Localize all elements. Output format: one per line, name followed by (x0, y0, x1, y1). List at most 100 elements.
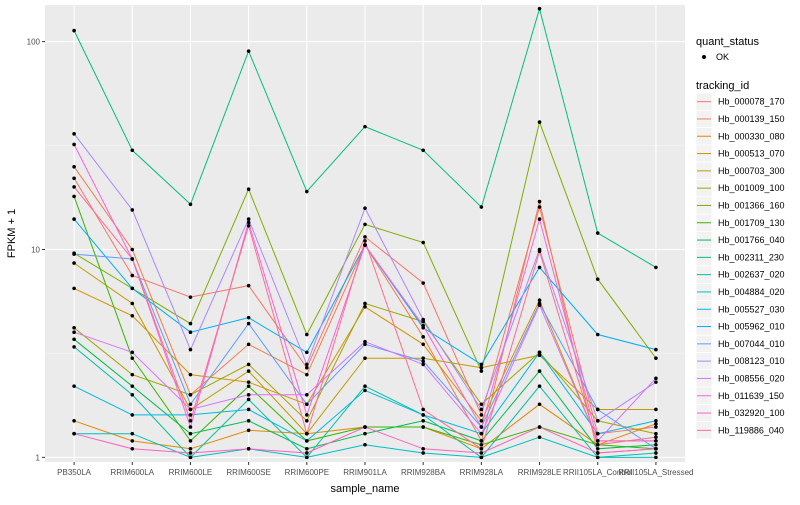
legend-label: Hb_000078_170 (718, 97, 785, 107)
data-point (246, 315, 251, 320)
data-point (654, 455, 658, 460)
data-point (188, 446, 193, 451)
data-point (246, 380, 251, 384)
data-point (72, 326, 76, 330)
x-tick-label: PB350LA (57, 468, 91, 477)
legend-label: Hb_000139_150 (718, 114, 785, 124)
data-point (188, 392, 193, 397)
data-point (72, 176, 76, 181)
x-tick-label: RRIM600SE (226, 468, 270, 477)
data-point (537, 199, 542, 204)
data-point (246, 362, 251, 367)
legend-label: Hb_005962_010 (718, 322, 785, 332)
data-point (188, 431, 193, 436)
data-point (246, 428, 251, 433)
data-point (130, 208, 135, 212)
data-point (654, 425, 658, 429)
data-point (595, 277, 600, 281)
data-point (72, 28, 76, 33)
legend-label: Hb_002311_230 (718, 252, 784, 262)
legend-label: Hb_001709_130 (718, 218, 785, 228)
legend-label: Hb_008556_020 (718, 373, 785, 383)
data-point (246, 220, 251, 225)
data-point (246, 224, 251, 228)
data-point (537, 6, 542, 11)
data-point (479, 369, 484, 373)
data-point (537, 303, 542, 307)
data-point (654, 376, 658, 381)
data-point (421, 342, 425, 347)
data-point (537, 435, 542, 440)
legend-title-tracking-id: tracking_id (696, 80, 749, 92)
data-point (537, 402, 542, 407)
data-point (246, 418, 251, 423)
data-point (479, 407, 484, 412)
data-point (188, 321, 193, 326)
data-point (72, 185, 76, 189)
data-point (188, 418, 193, 423)
data-point (188, 425, 193, 429)
data-point (595, 451, 600, 455)
legend-key-point-icon (702, 55, 706, 59)
legend-label: Hb_032920_100 (718, 408, 785, 418)
x-tick-label: RRIM600LE (169, 468, 213, 477)
data-point (654, 435, 658, 440)
x-tick-label: RRIM928LA (460, 468, 504, 477)
data-point (421, 356, 425, 360)
data-point (654, 380, 658, 384)
legend-label: Hb_008123_010 (718, 356, 785, 366)
data-point (246, 283, 251, 288)
data-point (305, 446, 309, 451)
data-point (305, 431, 309, 436)
legend-label: Hb_002637_020 (718, 270, 785, 280)
data-point (654, 446, 658, 451)
legend-label: Hb_001766_040 (718, 235, 785, 245)
data-point (421, 323, 425, 328)
data-point (130, 273, 135, 278)
data-point (654, 356, 658, 360)
data-point (130, 384, 135, 388)
data-point (595, 407, 600, 412)
data-point (130, 350, 135, 355)
data-point (188, 347, 193, 352)
data-point (479, 446, 484, 451)
data-point (537, 350, 542, 355)
data-point (363, 342, 367, 347)
data-point (246, 397, 251, 402)
data-point (72, 164, 76, 169)
data-point (130, 257, 135, 261)
legend-items: Hb_000078_170 Hb_000139_150 Hb_000330_080 H… (695, 92, 785, 440)
data-point (421, 413, 425, 417)
data-point (654, 347, 658, 352)
legend-label: Hb_001009_100 (718, 183, 785, 193)
data-point (130, 446, 135, 451)
y-tick-label: 100 (27, 38, 41, 47)
data-point (537, 120, 542, 124)
data-point (363, 442, 367, 447)
data-point (363, 222, 367, 227)
data-point (72, 431, 76, 436)
data-point (72, 132, 76, 136)
data-point (305, 189, 309, 194)
data-point (72, 345, 76, 349)
data-point (479, 205, 484, 209)
data-point (305, 455, 309, 460)
data-point (246, 49, 251, 53)
data-point (421, 362, 425, 367)
data-point (479, 402, 484, 407)
legend-label: Hb_001366_160 (718, 200, 785, 210)
x-axis: PB350LA RRIM600LA RRIM600LE RRIM600SE RRIM60… (57, 462, 693, 477)
data-point (130, 286, 135, 291)
data-point (72, 261, 76, 265)
data-point (595, 231, 600, 235)
data-point (363, 388, 367, 393)
data-point (595, 431, 600, 436)
x-tick-label: RRIM600LA (110, 468, 154, 477)
data-point (479, 455, 484, 460)
data-point (188, 455, 193, 460)
data-point (537, 425, 542, 429)
data-point (188, 202, 193, 207)
data-point (72, 194, 76, 199)
data-point (421, 451, 425, 455)
